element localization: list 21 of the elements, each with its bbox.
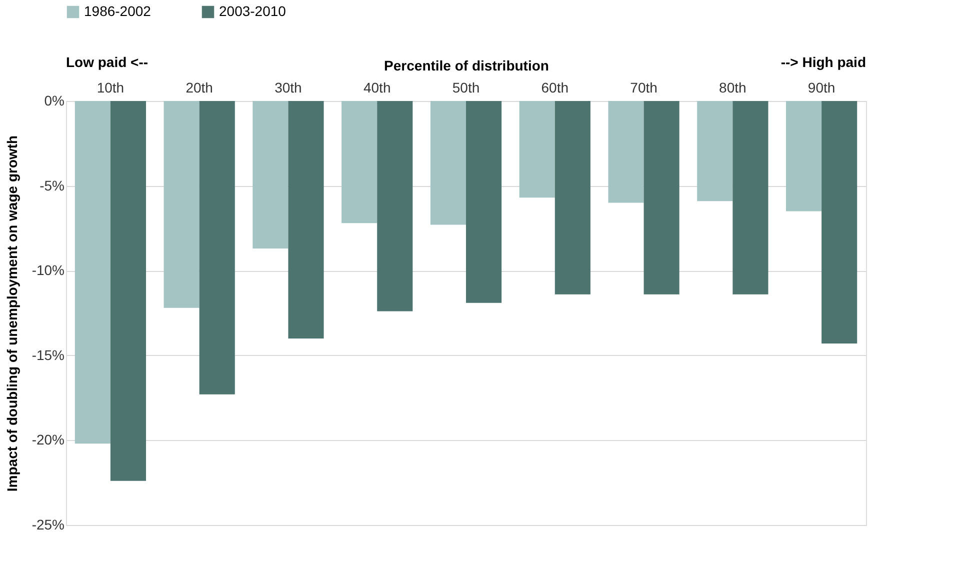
text: --> High paid — [780, 54, 866, 70]
y-tick-label: -15% — [32, 346, 64, 363]
x-tick-label: 20th — [186, 80, 213, 96]
x-tick-label: 90th — [808, 80, 836, 96]
legend-label: 2003-2010 — [219, 3, 286, 19]
x-tick-label: 40th — [363, 80, 391, 96]
y-axis-title: Impact of doubling of unemployment on wage growth — [4, 135, 20, 492]
y-tick-label: -20% — [32, 432, 64, 448]
x-tick-label: 70th — [630, 80, 658, 96]
text: Low paid <-- — [66, 54, 148, 70]
legend-label: 1986-2002 — [84, 3, 152, 19]
x-tick-label: 30th — [274, 80, 302, 96]
x-axis-title: Percentile of distribution — [384, 58, 549, 74]
x-tick-label: 80th — [719, 80, 746, 96]
y-tick-label: -25% — [32, 516, 64, 532]
x-tick-label: 60th — [541, 80, 569, 96]
x-tick-label: 10th — [96, 80, 124, 96]
y-tick-label: 0% — [44, 92, 64, 108]
x-tick-label: 50th — [452, 80, 480, 96]
y-tick-label: -5% — [40, 177, 64, 194]
y-tick-label: -10% — [32, 262, 64, 278]
